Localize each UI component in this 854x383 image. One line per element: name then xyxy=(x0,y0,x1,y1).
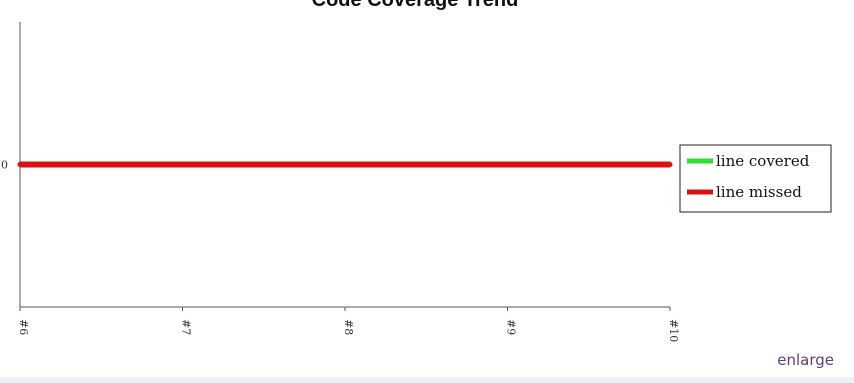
x-tick-label: #8 xyxy=(342,319,355,335)
y-tick-label: 0 xyxy=(1,159,8,172)
series-lines xyxy=(17,161,673,168)
legend: line covered line missed xyxy=(679,144,832,213)
series-1-point xyxy=(180,162,185,167)
chart-title: Code Coverage Trend xyxy=(312,0,519,11)
y-tick-labels: 0 xyxy=(1,159,8,172)
page-bottom-strip xyxy=(0,377,854,383)
series-1-point xyxy=(342,162,348,167)
legend-label: line missed xyxy=(716,183,802,201)
series-1-point xyxy=(505,162,510,167)
enlarge-link[interactable]: enlarge xyxy=(777,351,834,369)
x-tick-label: #9 xyxy=(505,319,518,335)
x-tick-label: #10 xyxy=(667,319,680,342)
x-tick-labels: #6 #7 #8 #9 #10 xyxy=(17,307,680,342)
series-1-point xyxy=(667,162,673,167)
x-tick-label: #7 xyxy=(180,319,193,335)
legend-box xyxy=(679,144,832,213)
series-1-point xyxy=(17,162,23,167)
legend-label: line covered xyxy=(716,152,810,170)
x-tick-label: #6 xyxy=(17,319,30,335)
